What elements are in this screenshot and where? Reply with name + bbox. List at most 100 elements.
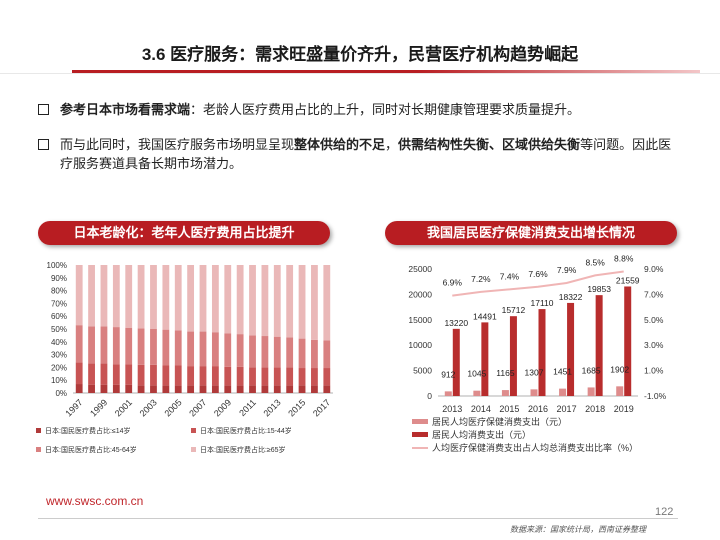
- bar-segment: [199, 385, 207, 393]
- bar-segment: [174, 385, 182, 393]
- bar-segment: [187, 331, 195, 367]
- x-tick-label: 2011: [237, 397, 258, 418]
- bullet-2-bold2: 供需结构性失衡、区域供给失衡: [398, 137, 581, 152]
- ratio-label: 7.2%: [471, 274, 491, 284]
- bar-segment: [273, 367, 281, 386]
- bar-segment: [88, 384, 95, 393]
- bar-health-spending: [473, 390, 481, 396]
- bar-segment: [125, 364, 133, 385]
- ratio-label: 7.9%: [557, 265, 577, 275]
- y-left-tick-label: 10000: [408, 340, 432, 350]
- bar-segment: [187, 265, 195, 332]
- bar-segment: [137, 385, 145, 393]
- ratio-label: 8.8%: [614, 255, 634, 264]
- bar-segment: [311, 265, 318, 340]
- x-tick-label: 2009: [212, 397, 233, 418]
- y-right-tick-label: 9.0%: [644, 264, 664, 274]
- x-tick-label: 1997: [63, 397, 84, 418]
- bar-segment: [112, 327, 120, 365]
- y-left-tick-label: 25000: [408, 264, 432, 274]
- legend-swatch: [412, 432, 428, 437]
- bar-segment: [211, 332, 219, 367]
- japan-medical-share-chart: 0% 10% 20% 30% 40% 50% 60% 70% 80% 90% 100% 1997 199…: [36, 261, 333, 454]
- bar-segment: [199, 331, 207, 367]
- bar-segment: [112, 265, 120, 328]
- bullet-1: 参考日本市场看需求端：老龄人医疗费用占比的上升，同时对长期健康管理要求质量提升。: [38, 100, 678, 119]
- x-tick-label: 2014: [471, 404, 491, 414]
- bar-segment: [162, 385, 170, 393]
- y-tick-label: 70%: [51, 299, 67, 308]
- y-tick-label: 60%: [51, 312, 67, 321]
- bar-segment: [286, 337, 294, 368]
- data-label-health: 912: [441, 369, 455, 379]
- data-label-health: 1307: [525, 367, 544, 377]
- bar-health-spending: [616, 386, 624, 396]
- bar-segment: [236, 334, 244, 367]
- data-label-health: 1451: [553, 367, 572, 377]
- legend-swatch: [191, 428, 196, 433]
- bar-segment: [323, 368, 331, 386]
- bar-segment: [236, 385, 244, 393]
- x-tick-label: 2017: [311, 397, 332, 418]
- bar-total-spending: [624, 286, 632, 396]
- bar-segment: [75, 265, 83, 326]
- y-tick-label: 90%: [51, 274, 67, 283]
- y-right-tick-label: 1.0%: [644, 366, 664, 376]
- data-label-total: 13220: [444, 318, 468, 328]
- bar-segment: [75, 362, 83, 385]
- bar-segment: [249, 335, 256, 368]
- y-left-tick-label: 15000: [408, 315, 432, 325]
- footer-url[interactable]: www.swsc.com.cn: [46, 494, 144, 508]
- bar-segment: [286, 367, 294, 386]
- legend-swatch: [36, 447, 41, 452]
- bar-segment: [261, 336, 269, 368]
- bar-segment: [323, 340, 331, 369]
- bar-segment: [298, 265, 306, 339]
- bar-segment: [75, 325, 83, 363]
- data-label-total: 17110: [530, 298, 553, 308]
- bar-segment: [261, 367, 269, 386]
- bar-health-spending: [587, 387, 595, 396]
- y-left-tick-label: 20000: [408, 289, 432, 299]
- page-title: 3.6 医疗服务：需求旺盛量价齐升，民营医疗机构趋势崛起: [141, 45, 579, 64]
- bar-segment: [311, 385, 318, 393]
- bar-segment: [125, 384, 133, 393]
- bar-segment: [249, 385, 256, 393]
- bullet-1-bold: 参考日本市场看需求端: [60, 102, 191, 117]
- y-right-tick-label: 5.0%: [644, 315, 664, 325]
- y-tick-label: 80%: [51, 287, 67, 296]
- legend-label: 人均医疗保健消费支出占人均总消费支出比率（%）: [432, 442, 638, 453]
- bar-segment: [273, 265, 281, 337]
- bar-segment: [174, 365, 182, 386]
- bar-segment: [298, 385, 306, 393]
- y-right-tick-label: 3.0%: [644, 340, 664, 350]
- bar-segment: [162, 265, 170, 330]
- bar-segment: [162, 365, 170, 386]
- bar-segment: [224, 366, 232, 386]
- x-tick-label: 2017: [557, 404, 577, 414]
- x-tick-label: 2015: [286, 397, 307, 418]
- bar-segment: [150, 364, 157, 386]
- y-tick-label: 10%: [51, 376, 67, 385]
- bar-segment: [199, 265, 207, 332]
- bar-health-spending: [559, 388, 567, 396]
- bar-segment: [100, 326, 108, 364]
- bullet-2-mid: ，: [385, 137, 399, 152]
- bar-segment: [112, 364, 120, 385]
- x-tick-label: 2005: [162, 397, 183, 418]
- bar-segment: [323, 265, 331, 341]
- legend-swatch: [412, 419, 428, 424]
- bar-segment: [311, 368, 318, 386]
- bar-segment: [125, 327, 133, 365]
- bar-segment: [273, 385, 281, 393]
- x-tick-label: 2015: [499, 404, 519, 414]
- bar-total-spending: [538, 309, 546, 396]
- legend-label: 日本:国民医疗费占比:15-44岁: [200, 426, 292, 435]
- bar-segment: [298, 368, 306, 386]
- data-source: 数据来源：国家统计局，西南证券整理: [510, 525, 646, 534]
- bar-segment: [236, 265, 244, 335]
- bar-segment: [150, 265, 157, 329]
- bar-total-spending: [452, 328, 460, 396]
- bar-segment: [174, 330, 182, 366]
- ratio-label: 7.4%: [500, 271, 520, 281]
